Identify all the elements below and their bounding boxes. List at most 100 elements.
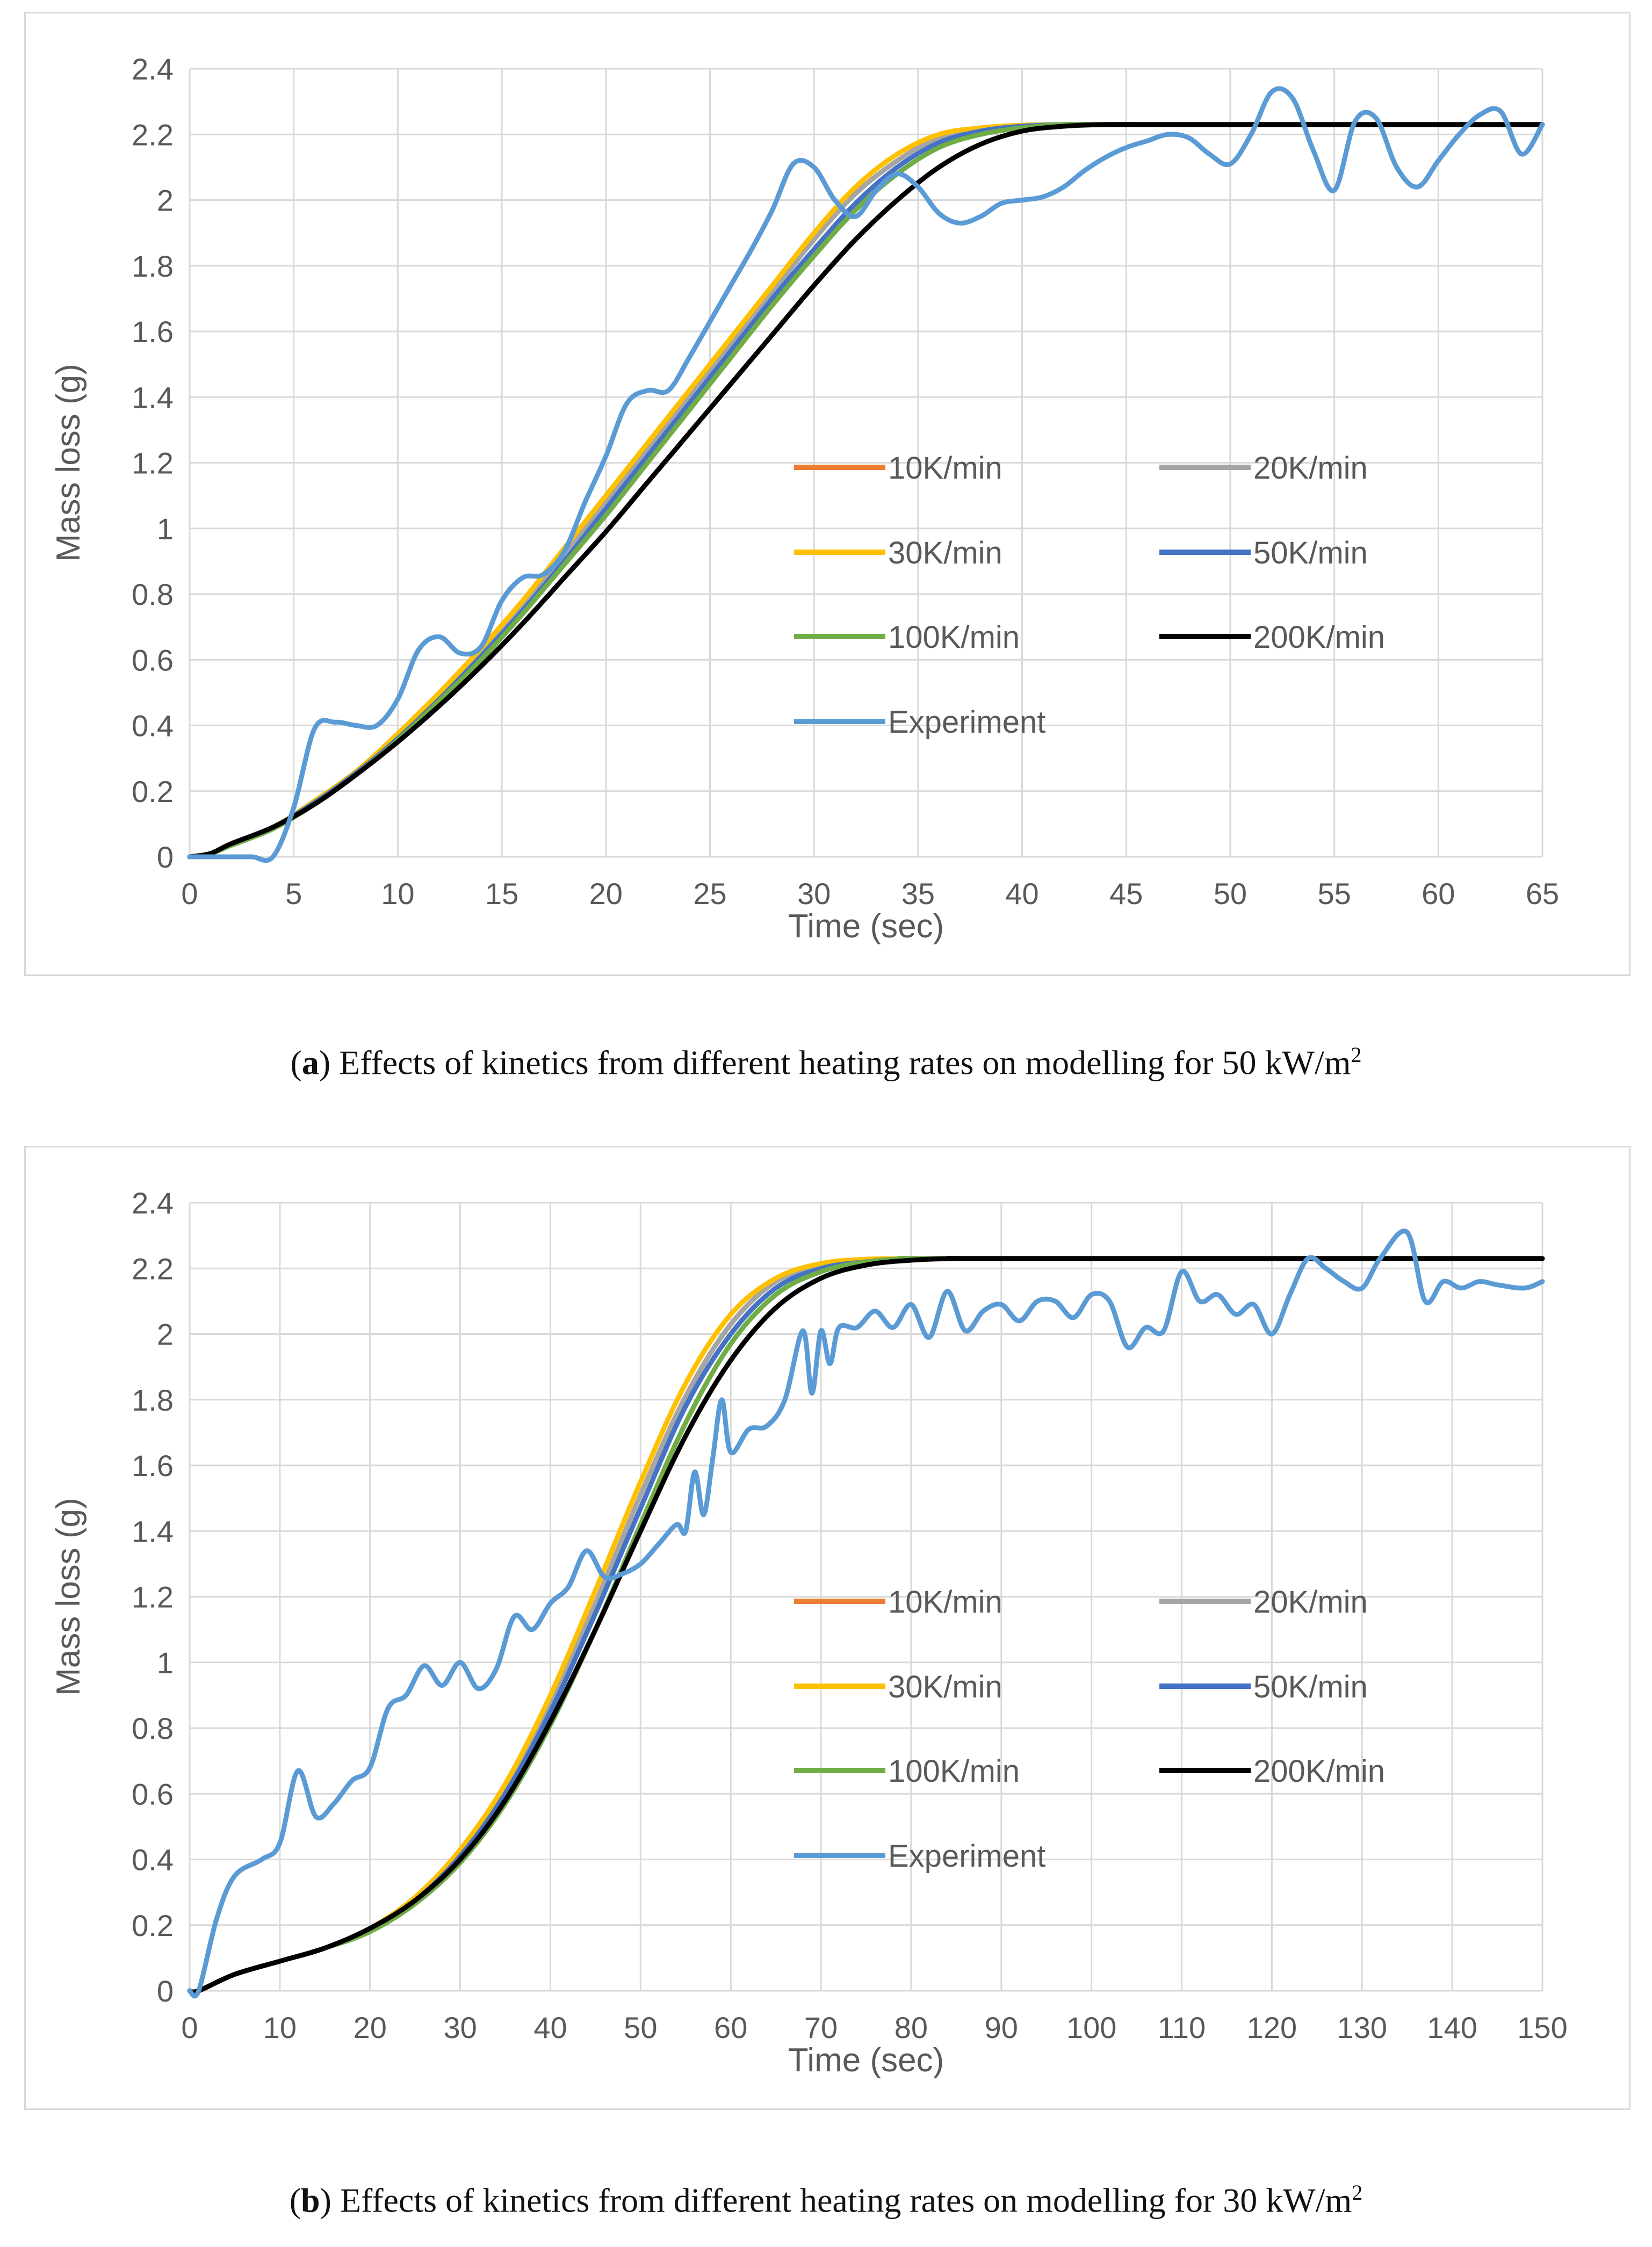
legend-label: 50K/min (1253, 536, 1368, 570)
legend-label: 10K/min (888, 1585, 1002, 1620)
x-tick-label: 150 (1517, 2011, 1567, 2044)
legend-label: 30K/min (888, 1670, 1002, 1704)
x-tick-label: 5 (285, 877, 302, 911)
legend-entry: 20K/min (1159, 1585, 1368, 1620)
caption-b-letter: b (301, 2181, 320, 2220)
x-tick-label: 55 (1317, 877, 1351, 911)
y-tick-label: 1.4 (132, 380, 174, 414)
x-tick-label: 60 (714, 2011, 747, 2044)
x-tick-label: 10 (263, 2011, 297, 2044)
x-tick-label: 35 (901, 877, 935, 911)
x-tick-label: 30 (443, 2011, 477, 2044)
x-tick-label: 45 (1109, 877, 1143, 911)
x-tick-label: 100 (1066, 2011, 1116, 2044)
series-line-200k-min (187, 1256, 1545, 1995)
caption-b-sup: 2 (1352, 2180, 1363, 2205)
legend-label: Experiment (888, 705, 1045, 740)
y-tick-label: 2.2 (132, 1252, 174, 1285)
y-tick-label: 2 (157, 184, 174, 218)
y-tick-label: 1 (157, 512, 174, 546)
x-tick-label: 30 (797, 877, 831, 911)
y-tick-label: 1.4 (132, 1514, 174, 1548)
y-tick-label: 1.2 (132, 1580, 174, 1614)
caption-b: (b) Effects of kinetics from different h… (289, 2180, 1363, 2220)
legend-label: 100K/min (888, 620, 1020, 655)
series-line-100k-min (187, 1255, 1545, 1995)
y-tick-label: 0.4 (132, 1843, 174, 1877)
legend-entry: 20K/min (1159, 451, 1368, 486)
legend-entry: 200K/min (1159, 1754, 1385, 1789)
y-tick-label: 0.6 (132, 1777, 174, 1811)
series-line-experiment (187, 86, 1545, 863)
legend-entry: 50K/min (1159, 1670, 1368, 1704)
legend-entry: 30K/min (794, 1670, 1002, 1704)
legend-label: 10K/min (888, 451, 1002, 486)
x-tick-label: 65 (1526, 877, 1559, 911)
caption-a: (a) Effects of kinetics from different h… (290, 1043, 1362, 1082)
y-tick-label: 0 (157, 1974, 174, 2008)
y-tick-label: 1.2 (132, 446, 174, 480)
x-tick-label: 25 (693, 877, 726, 911)
x-tick-label: 40 (533, 2011, 567, 2044)
x-tick-label: 90 (985, 2011, 1018, 2044)
legend-entry: 10K/min (794, 451, 1002, 486)
caption-a-sup: 2 (1351, 1043, 1362, 1067)
x-tick-label: 40 (1005, 877, 1038, 911)
y-axis-title: Mass loss (g) (50, 1498, 87, 1696)
y-tick-label: 0 (157, 840, 174, 874)
legend-entry: Experiment (794, 705, 1045, 740)
x-tick-label: 15 (485, 877, 518, 911)
x-tick-label: 70 (804, 2011, 838, 2044)
y-tick-label: 0.6 (132, 643, 174, 677)
legend-label: 30K/min (888, 536, 1002, 570)
x-tick-label: 130 (1337, 2011, 1387, 2044)
y-tick-label: 2 (157, 1318, 174, 1352)
legend-entry: 100K/min (794, 620, 1020, 655)
y-tick-label: 0.8 (132, 1711, 174, 1745)
legend-entry: 50K/min (1159, 536, 1368, 570)
series-line-experiment (187, 1229, 1545, 1999)
y-tick-label: 2.4 (132, 52, 174, 86)
chart-b-svg: 0 0.2 0.4 0.6 0.8 1 1.2 1.4 1.6 1.8 2 2.2 2.4 0 10 20 30… (50, 1186, 1568, 2079)
chart-panel-b: 0 0.2 0.4 0.6 0.8 1 1.2 1.4 1.6 1.8 2 2.2 2.4 0 10 20 30… (24, 1146, 1631, 2110)
x-tick-label: 50 (1214, 877, 1247, 911)
legend-entry: 200K/min (1159, 620, 1385, 655)
legend-label: Experiment (888, 1839, 1045, 1874)
y-tick-label: 1 (157, 1646, 174, 1680)
chart-panel-a: 0 0.2 0.4 0.6 0.8 1 1.2 1.4 1.6 1.8 2 2.2 2.4 0 5 10 15 2… (24, 12, 1631, 976)
legend-label: 200K/min (1253, 620, 1385, 655)
y-tick-label: 1.6 (132, 1449, 174, 1483)
y-tick-label: 2.4 (132, 1186, 174, 1220)
x-tick-label: 110 (1158, 2011, 1206, 2044)
series-line-20k-min (187, 1256, 1545, 1995)
x-tick-label: 120 (1247, 2011, 1297, 2044)
legend-entry: 30K/min (794, 536, 1002, 570)
series-line-200k-min (187, 122, 1545, 859)
y-tick-label: 1.8 (132, 249, 174, 283)
x-tick-label: 0 (181, 877, 198, 911)
y-axis-title: Mass loss (g) (50, 364, 87, 562)
caption-a-text: Effects of kinetics from different heati… (330, 1043, 1351, 1082)
series-line-10k-min (187, 1256, 1545, 1995)
x-axis-title: Time (sec) (788, 908, 944, 945)
y-tick-label: 0.8 (132, 577, 174, 611)
x-tick-label: 50 (624, 2011, 657, 2044)
legend-label: 200K/min (1253, 1754, 1385, 1789)
legend-entry: 100K/min (794, 1754, 1020, 1789)
y-tick-label: 2.2 (132, 118, 174, 151)
legend-label: 100K/min (888, 1754, 1020, 1789)
x-tick-label: 140 (1427, 2011, 1477, 2044)
legend-label: 50K/min (1253, 1670, 1368, 1704)
x-tick-label: 20 (354, 2011, 387, 2044)
x-tick-label: 80 (894, 2011, 928, 2044)
caption-a-letter: a (301, 1043, 319, 1082)
legend-entry: 10K/min (794, 1585, 1002, 1620)
legend-entry: Experiment (794, 1839, 1045, 1874)
x-axis-title: Time (sec) (788, 2042, 944, 2079)
x-tick-label: 0 (181, 2011, 198, 2044)
y-tick-label: 0.2 (132, 775, 174, 808)
caption-b-text: Effects of kinetics from different heati… (331, 2181, 1352, 2220)
x-tick-label: 10 (381, 877, 414, 911)
x-tick-label: 20 (589, 877, 623, 911)
y-tick-label: 0.4 (132, 709, 174, 743)
